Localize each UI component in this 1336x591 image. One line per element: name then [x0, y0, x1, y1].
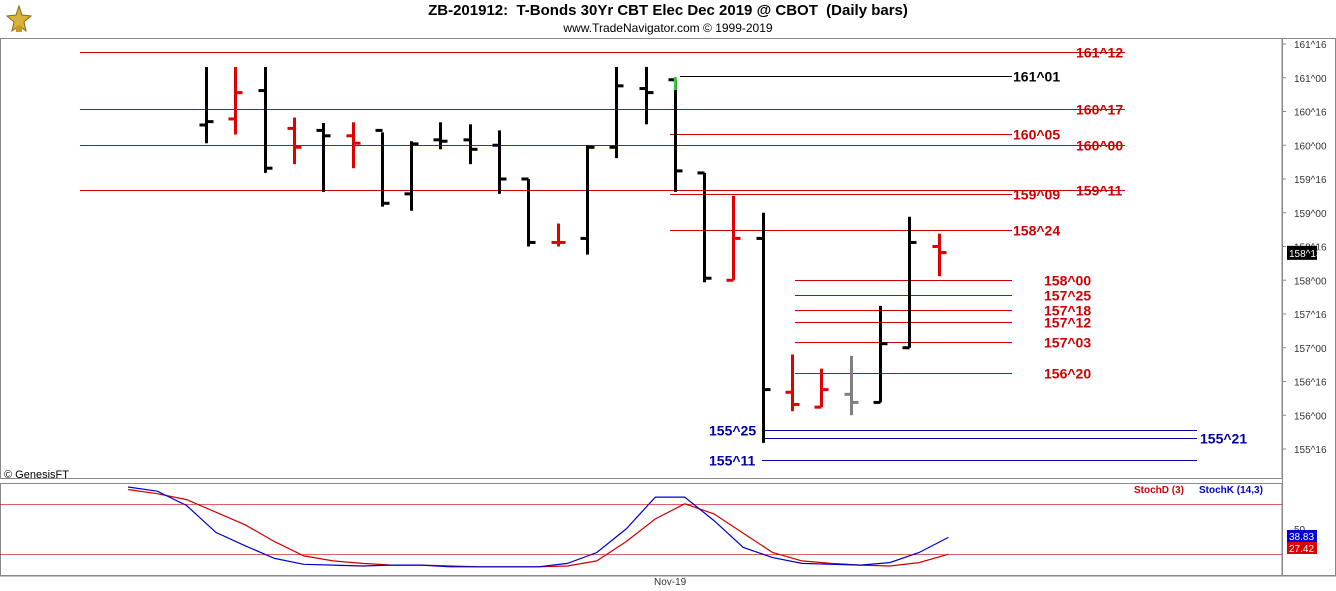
ohlc-bar	[404, 141, 419, 211]
stochd-value-bg	[1287, 542, 1317, 554]
price-tick-label: 160^00	[1294, 141, 1327, 152]
level-label: 155^11	[709, 453, 756, 469]
last-price-box: 158^13	[1287, 245, 1322, 260]
level-label: 157^03	[1044, 335, 1091, 351]
chart-header: ZB-201912: T-Bonds 30Yr CBT Elec Dec 201…	[0, 0, 1336, 38]
ohlc-bar	[873, 305, 888, 404]
stochk-value-box: 38.83	[1287, 530, 1317, 543]
ohlc-bar	[785, 354, 800, 412]
chart-frame	[0, 38, 1336, 577]
ohlc-bar	[287, 117, 302, 165]
level-label: 160^17	[1076, 102, 1123, 118]
legend-stochd: StochD (3)	[1134, 485, 1184, 496]
price-tick-label: 161^16	[1294, 40, 1327, 51]
level-label: 156^20	[1044, 366, 1091, 382]
price-tick-label: 157^16	[1294, 310, 1327, 321]
level-label: 157^18	[1044, 303, 1091, 319]
stochastic-panel: StochD (3)StochK (14,3)5038.8327.42Nov-1…	[0, 485, 1317, 588]
stoch-series-line	[127, 488, 949, 568]
level-label: 159^09	[1013, 187, 1060, 203]
ohlc-bar	[228, 66, 243, 135]
ohlc-bar	[726, 195, 741, 282]
ohlc-bar	[668, 78, 683, 192]
level-label: 157^12	[1044, 315, 1091, 331]
ohlc-bar	[375, 128, 390, 207]
copyright-label: © GenesisFT	[4, 469, 69, 481]
ohlc-bar	[433, 122, 448, 150]
axis-panel	[1282, 38, 1336, 576]
stoch-series-line	[127, 486, 949, 568]
level-label: 161^12	[1076, 45, 1123, 61]
price-tick-label: 158^00	[1294, 276, 1327, 287]
ohlc-bar	[492, 130, 507, 194]
ohlc-bar	[697, 171, 712, 283]
last-price-bg	[1287, 245, 1317, 260]
price-tick-label: 155^16	[1294, 445, 1327, 456]
level-label: 161^01	[1013, 69, 1060, 85]
trade-navigator-logo-icon	[4, 4, 34, 34]
price-tick-label: 159^16	[1294, 175, 1327, 186]
price-tick-label: 161^00	[1294, 74, 1327, 85]
level-label: 160^00	[1076, 138, 1123, 154]
ohlc-bar	[551, 223, 566, 247]
ohlc-bar	[316, 122, 331, 192]
ohlc-bar	[756, 212, 771, 443]
level-lines: 161^12 161^01 160^17 160^05 160^00 159^09 159^…	[80, 45, 1247, 469]
ohlc-bar	[932, 233, 947, 277]
level-label: 159^11	[1076, 183, 1123, 199]
ohlc-bar	[814, 368, 829, 409]
ohlc-bar	[902, 216, 917, 350]
ohlc-bar	[580, 145, 595, 255]
price-tick-label: 156^16	[1294, 378, 1327, 389]
ohlc-bar	[463, 124, 478, 165]
date-axis-label: Nov-19	[654, 577, 687, 588]
last-price-label: 158^13	[1289, 249, 1322, 260]
ohlc-bar	[844, 355, 859, 416]
price-axis[interactable]: 161^16 161^00 160^16 160^00 159^16 159^00 158^…	[1282, 40, 1327, 456]
level-label: 158^24	[1013, 223, 1060, 239]
ohlc-bar	[258, 66, 273, 173]
ohlc-bar	[609, 66, 624, 159]
ohlc-bar	[346, 122, 361, 169]
level-label: 160^05	[1013, 127, 1060, 143]
price-tick-label: 156^00	[1294, 411, 1327, 422]
ohlc-bar	[639, 66, 654, 125]
level-label: 158^00	[1044, 273, 1091, 289]
stochd-value: 27.42	[1289, 544, 1314, 555]
legend-stochk: StochK (14,3)	[1199, 485, 1263, 496]
chart-title: ZB-201912: T-Bonds 30Yr CBT Elec Dec 201…	[428, 2, 908, 19]
ohlc-bar	[521, 177, 536, 247]
stochk-value: 38.83	[1289, 532, 1314, 543]
price-tick-label: 157^00	[1294, 344, 1327, 355]
ohlc-bar	[199, 66, 214, 144]
price-tick-label: 159^00	[1294, 209, 1327, 220]
level-label: 155^25	[709, 423, 756, 439]
price-bars	[199, 66, 947, 443]
chart-subtitle: www.TradeNavigator.com © 1999-2019	[563, 21, 773, 35]
price-tick-label: 160^16	[1294, 108, 1327, 119]
stochk-value-bg	[1287, 530, 1317, 542]
level-label: 155^21	[1200, 431, 1247, 447]
stochd-value-box: 27.42	[1287, 542, 1317, 555]
level-label: 157^25	[1044, 288, 1091, 304]
